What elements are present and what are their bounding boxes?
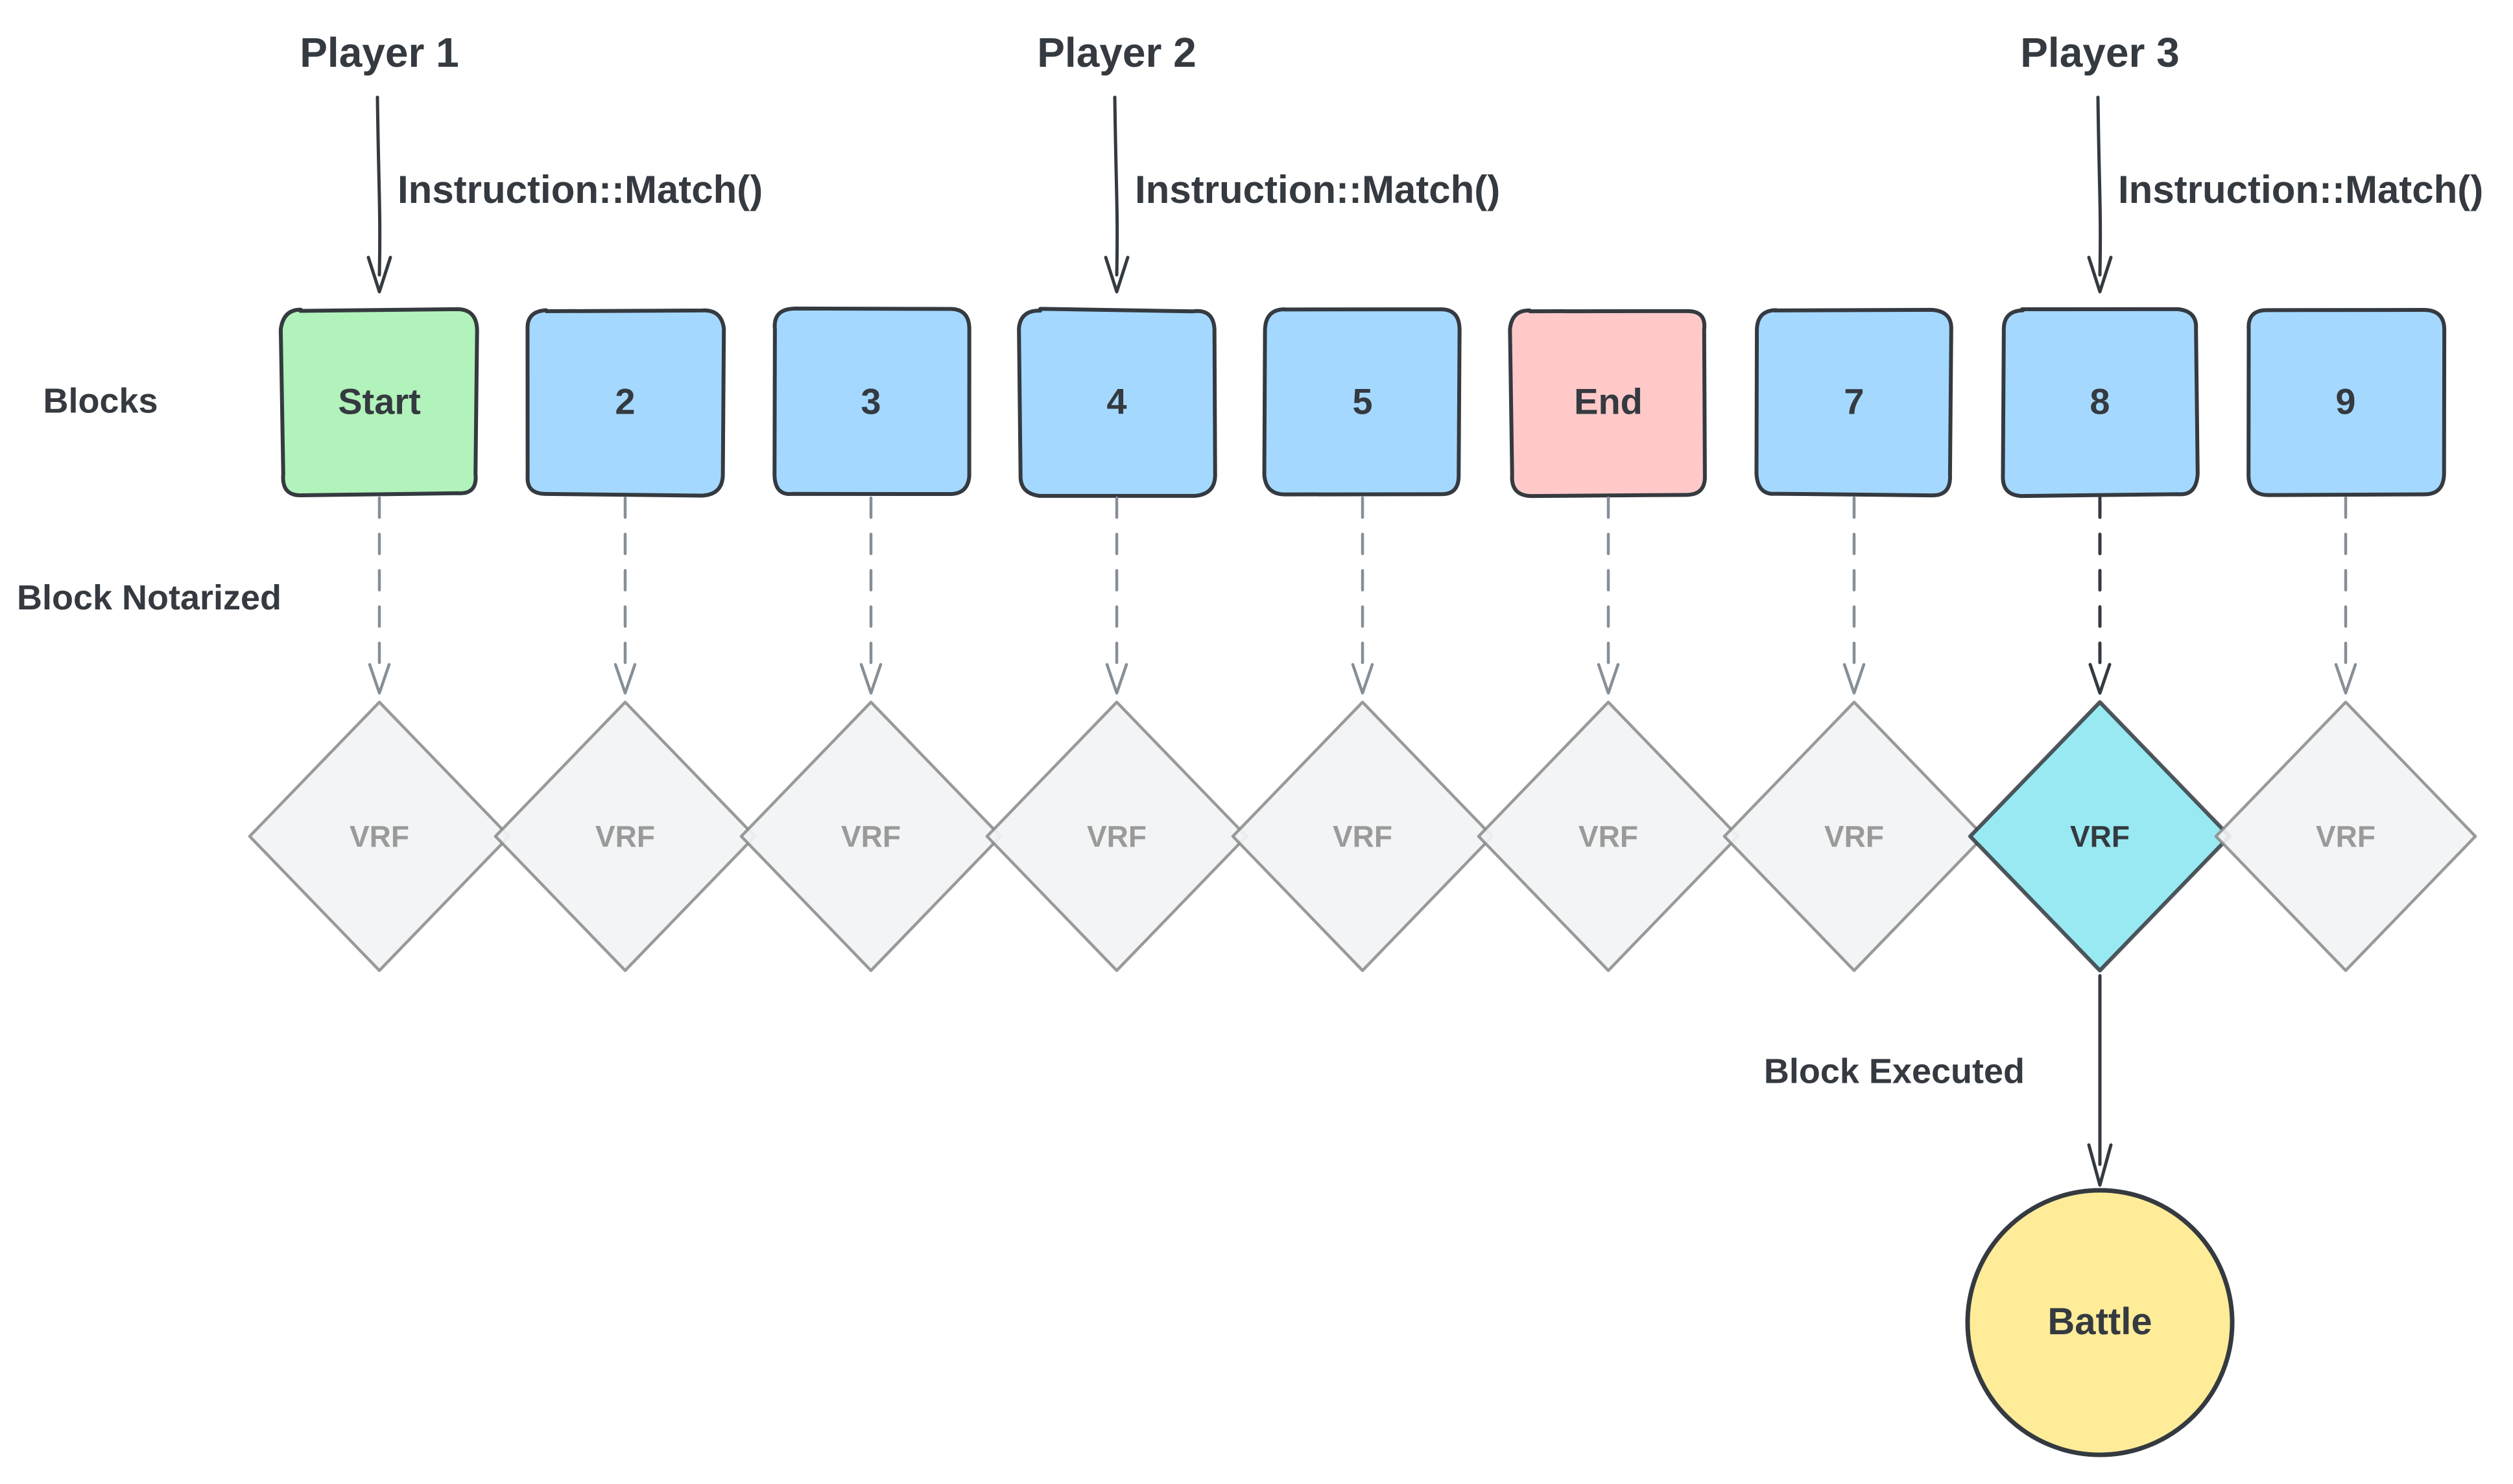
svg-text:Battle: Battle <box>2047 1301 2152 1343</box>
svg-text:Player 1: Player 1 <box>300 29 459 76</box>
svg-text:VRF: VRF <box>1578 819 1638 853</box>
svg-text:End: End <box>1574 381 1643 422</box>
svg-text:Player 3: Player 3 <box>2020 29 2180 76</box>
svg-text:3: 3 <box>861 381 881 422</box>
svg-text:8: 8 <box>2090 381 2110 422</box>
svg-text:VRF: VRF <box>1824 819 1884 853</box>
svg-text:VRF: VRF <box>350 819 409 853</box>
svg-text:Block Executed: Block Executed <box>1764 1052 2025 1091</box>
svg-text:Blocks: Blocks <box>43 382 158 421</box>
svg-text:Player 2: Player 2 <box>1037 29 1197 76</box>
svg-text:2: 2 <box>615 381 635 422</box>
svg-text:VRF: VRF <box>841 819 901 853</box>
svg-text:5: 5 <box>1352 381 1372 422</box>
svg-text:Start: Start <box>338 381 421 422</box>
svg-text:VRF: VRF <box>1333 819 1392 853</box>
svg-text:VRF: VRF <box>595 819 655 853</box>
svg-text:7: 7 <box>1844 381 1864 422</box>
svg-text:VRF: VRF <box>2070 819 2130 853</box>
svg-text:VRF: VRF <box>2316 819 2376 853</box>
svg-text:4: 4 <box>1106 381 1126 422</box>
svg-text:Instruction::Match(): Instruction::Match() <box>2118 168 2483 211</box>
svg-text:Instruction::Match(): Instruction::Match() <box>398 168 763 211</box>
svg-text:Block Notarized: Block Notarized <box>17 578 281 617</box>
svg-text:VRF: VRF <box>1087 819 1147 853</box>
svg-text:9: 9 <box>2335 381 2355 422</box>
svg-text:Instruction::Match(): Instruction::Match() <box>1135 168 1500 211</box>
